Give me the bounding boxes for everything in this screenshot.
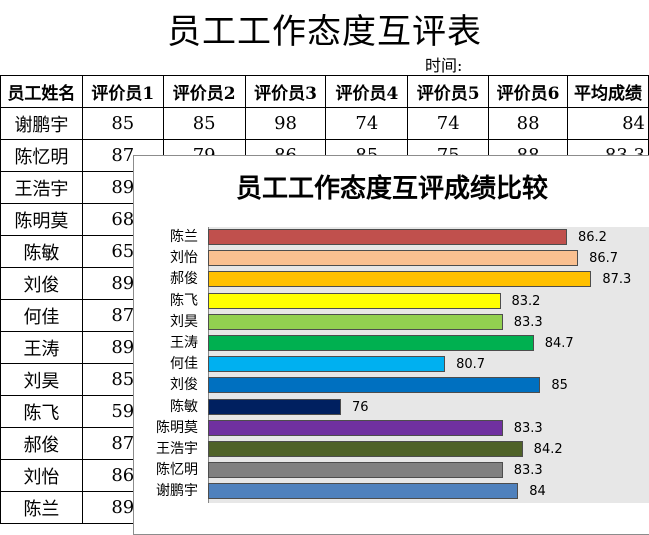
column-header[interactable]: 评价员3	[244, 75, 327, 108]
table-row: 谢鹏宇 85 85 98 74 74 88 84	[0, 107, 649, 140]
employee-name-cell[interactable]: 王浩宇	[0, 171, 83, 204]
employee-name-cell[interactable]: 陈敏	[0, 235, 83, 268]
data-bar[interactable]	[208, 313, 503, 330]
data-label: 83.3	[513, 463, 543, 479]
data-bar[interactable]	[208, 462, 503, 479]
category-label: 刘俊	[170, 377, 198, 394]
data-bar[interactable]	[208, 356, 446, 373]
data-bar[interactable]	[208, 292, 501, 309]
column-header[interactable]: 评价员5	[407, 75, 490, 108]
data-label: 86.7	[589, 251, 619, 267]
column-header[interactable]: 员工姓名	[0, 75, 83, 108]
employee-name-cell[interactable]: 陈明莫	[0, 203, 83, 236]
data-label: 76	[351, 399, 369, 415]
category-label: 王涛	[170, 335, 198, 351]
data-bar[interactable]	[208, 377, 541, 394]
employee-name-cell[interactable]: 刘俊	[0, 267, 83, 300]
data-bar[interactable]	[208, 441, 523, 457]
category-label: 陈兰	[170, 229, 198, 245]
employee-name-cell[interactable]: 何佳	[0, 299, 83, 332]
bar-chart[interactable]: 员工工作态度互评成绩比较 陈兰 86.2 刘怡 86.7 郝俊 87.3 陈飞 83.2 刘昊 8…	[133, 155, 649, 535]
category-label: 郝俊	[170, 271, 198, 288]
employee-name-cell[interactable]: 陈忆明	[0, 139, 83, 172]
data-bar[interactable]	[208, 229, 567, 245]
column-header[interactable]: 平均成绩	[567, 75, 649, 108]
score-cell[interactable]: 85	[81, 107, 164, 140]
data-bar[interactable]	[208, 398, 341, 415]
data-label: 80.7	[456, 357, 486, 373]
column-header[interactable]: 评价员4	[325, 75, 409, 108]
category-label: 陈明莫	[156, 419, 198, 436]
data-label: 83.3	[513, 420, 543, 436]
data-label: 85	[551, 378, 568, 394]
header-row: 员工姓名 评价员1 评价员2 评价员3 评价员4 评价员5 评价员6 平均成绩	[0, 75, 649, 108]
average-cell[interactable]: 84	[567, 107, 649, 140]
data-label: 87.3	[602, 272, 632, 288]
category-label: 刘怡	[170, 250, 198, 267]
data-label: 84.7	[544, 336, 574, 351]
score-cell[interactable]: 74	[325, 107, 409, 140]
column-header[interactable]: 评价员1	[81, 75, 164, 108]
chart-title: 员工工作态度互评成绩比较	[235, 174, 548, 204]
sheet-title: 员工工作态度互评表	[167, 12, 482, 52]
data-bar[interactable]	[208, 250, 579, 267]
column-header[interactable]: 评价员6	[488, 75, 569, 108]
data-bar[interactable]	[208, 419, 503, 436]
category-label: 陈忆明	[156, 462, 198, 479]
data-label: 86.2	[577, 230, 607, 245]
time-label: 时间:	[425, 56, 463, 75]
employee-name-cell[interactable]: 王涛	[0, 331, 83, 364]
employee-name-cell[interactable]: 郝俊	[0, 427, 83, 460]
employee-name-cell[interactable]: 刘昊	[0, 363, 83, 396]
category-label: 刘昊	[170, 313, 198, 330]
category-label: 王浩宇	[156, 441, 198, 457]
employee-name-cell[interactable]: 刘怡	[0, 459, 83, 492]
data-label: 84	[529, 484, 546, 500]
data-label: 83.3	[513, 314, 543, 330]
employee-name-cell[interactable]: 谢鹏宇	[0, 107, 83, 140]
category-label: 何佳	[170, 356, 198, 373]
score-cell[interactable]: 98	[244, 107, 327, 140]
data-label: 84.2	[533, 442, 563, 457]
data-label: 83.2	[511, 293, 541, 309]
data-bar[interactable]	[208, 483, 519, 500]
data-bar[interactable]	[208, 335, 534, 351]
category-label: 陈飞	[170, 292, 198, 309]
employee-name-cell[interactable]: 陈飞	[0, 395, 83, 428]
data-bar[interactable]	[208, 271, 592, 288]
score-cell[interactable]: 88	[488, 107, 569, 140]
category-label: 陈敏	[170, 398, 198, 415]
score-cell[interactable]: 85	[162, 107, 246, 140]
column-header[interactable]: 评价员2	[162, 75, 246, 108]
score-cell[interactable]: 74	[407, 107, 490, 140]
category-label: 谢鹏宇	[156, 483, 198, 500]
